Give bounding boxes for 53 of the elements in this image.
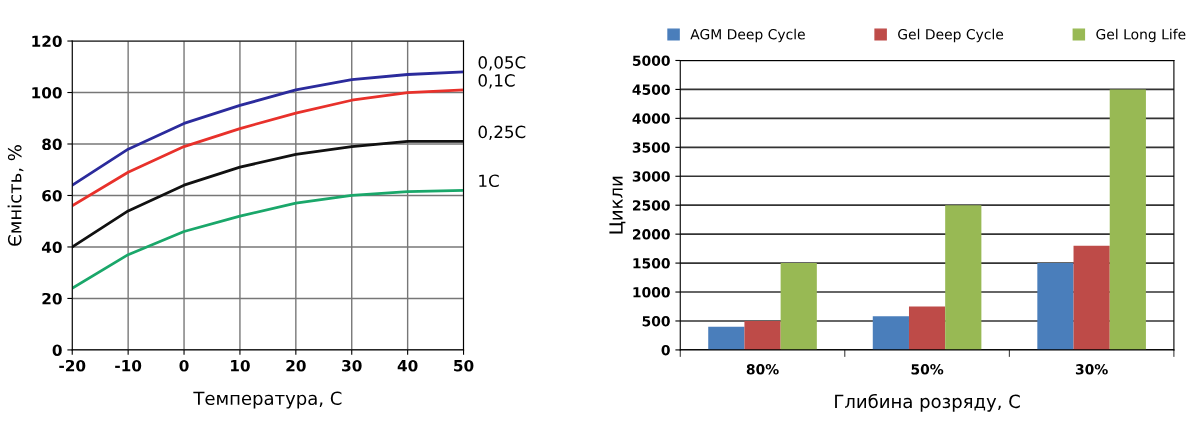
y-tick-label: 4500 xyxy=(632,84,670,95)
bar xyxy=(1109,89,1146,350)
y-tick-label: 100 xyxy=(32,86,62,99)
legend-label: Gel Deep Cycle xyxy=(898,28,1004,43)
x-tick-label: -20 xyxy=(59,359,86,372)
y-tick-label: 120 xyxy=(32,35,62,48)
x-tick-label: 10 xyxy=(231,359,250,372)
x-axis-title: Глибина розряду, С xyxy=(835,393,1020,412)
line-series xyxy=(72,70,464,187)
line-series xyxy=(72,188,464,290)
bar xyxy=(780,263,817,350)
x-tick-label: -10 xyxy=(115,359,142,372)
bar xyxy=(908,306,946,350)
y-tick-label: 2000 xyxy=(632,229,670,240)
series-label: 0,1C xyxy=(478,74,515,89)
y-tick-label: 0 xyxy=(52,344,62,356)
line-series xyxy=(72,88,464,208)
x-axis-title: Температура, С xyxy=(193,391,342,409)
bar xyxy=(945,205,982,350)
bar xyxy=(708,326,745,350)
series-label: 0,05C xyxy=(478,56,526,71)
y-tick-label: 20 xyxy=(42,292,62,305)
y-tick-label: 2500 xyxy=(632,200,670,211)
y-tick-label: 60 xyxy=(42,189,62,202)
bar xyxy=(1073,245,1110,350)
x-tick-label: 30% xyxy=(1075,364,1108,375)
x-tick-label: 50 xyxy=(454,359,474,372)
bar xyxy=(872,316,909,350)
bar xyxy=(1037,263,1074,350)
x-tick-label: 50% xyxy=(911,364,944,375)
y-tick-label: 1500 xyxy=(633,258,670,269)
x-tick-label: 80% xyxy=(746,364,779,375)
line-series xyxy=(72,140,464,249)
bar xyxy=(744,320,781,350)
series-label: 1C xyxy=(479,174,499,188)
y-tick-label: 80 xyxy=(42,138,62,151)
series-label: 0,25C xyxy=(478,125,526,140)
y-tick-label: 4000 xyxy=(632,113,670,124)
y-axis-title: Цикли xyxy=(609,176,626,234)
x-tick-label: 20 xyxy=(286,359,306,372)
y-tick-label: 5000 xyxy=(632,55,670,66)
x-tick-label: 30 xyxy=(342,359,362,372)
y-axis-title: Ємність, % xyxy=(7,145,24,246)
y-tick-label: 500 xyxy=(642,315,670,327)
x-tick-label: 40 xyxy=(397,359,418,372)
x-tick-label: 0 xyxy=(179,359,189,372)
y-tick-label: 3000 xyxy=(632,171,670,182)
legend-label: AGM Deep Cycle xyxy=(690,28,805,43)
y-tick-label: 1000 xyxy=(633,287,670,298)
y-tick-label: 40 xyxy=(41,241,62,253)
legend-label: Gel Long Life xyxy=(1096,28,1186,43)
y-tick-label: 0 xyxy=(661,344,670,356)
y-tick-label: 3500 xyxy=(632,142,670,153)
